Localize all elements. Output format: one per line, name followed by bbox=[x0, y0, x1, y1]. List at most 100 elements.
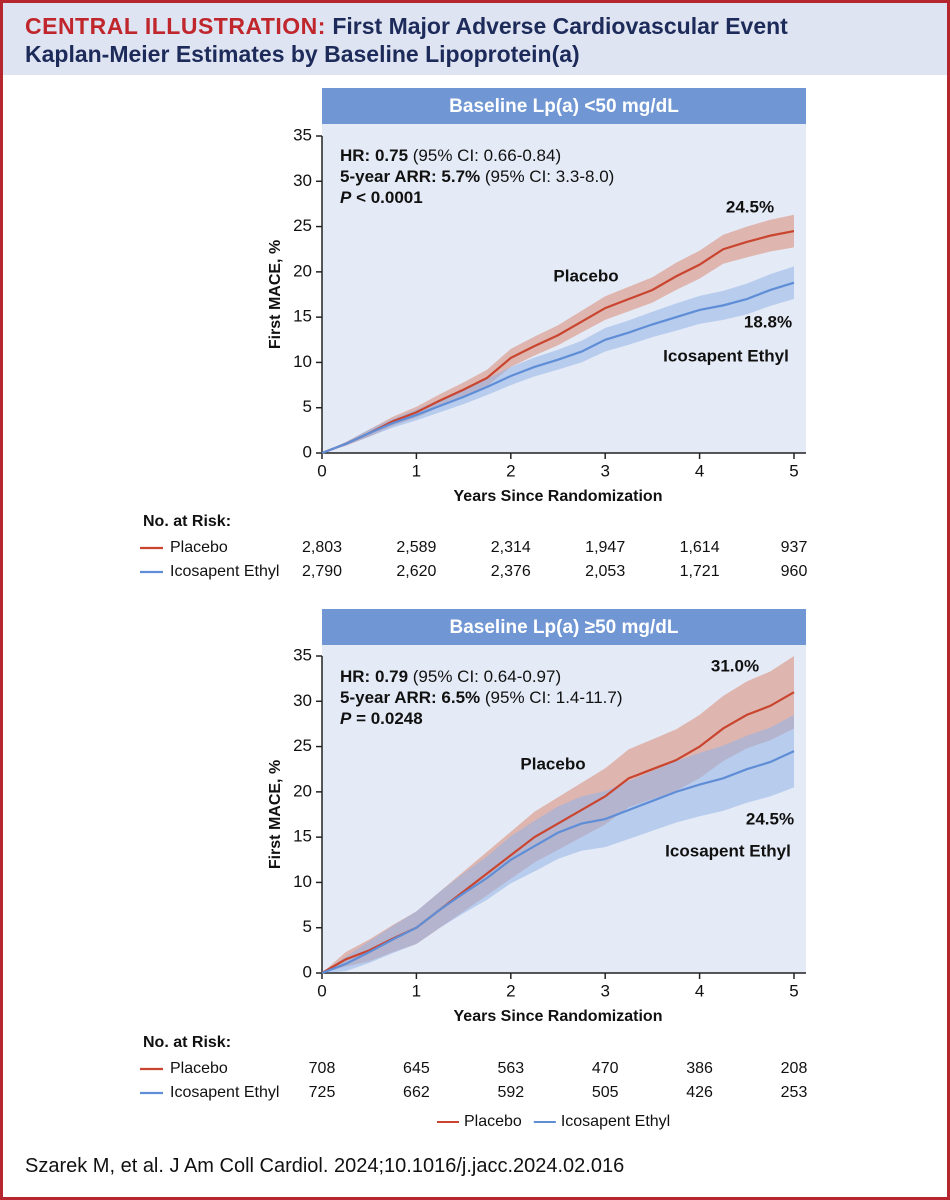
y-tick-label: 15 bbox=[293, 307, 312, 326]
risk-count: 2,053 bbox=[585, 563, 625, 580]
y-tick-label: 0 bbox=[303, 442, 312, 461]
risk-count: 725 bbox=[309, 1084, 336, 1101]
header-label: CENTRAL ILLUSTRATION: bbox=[25, 13, 326, 39]
annotation: HR: 0.79 (95% CI: 0.64-0.97) bbox=[340, 667, 561, 686]
risk-count: 2,376 bbox=[491, 563, 531, 580]
y-tick-label: 5 bbox=[303, 397, 312, 416]
annotation-part: HR: 0.75 bbox=[340, 146, 408, 165]
risk-count: 1,721 bbox=[680, 563, 720, 580]
series-label: Placebo bbox=[520, 754, 585, 773]
annotation-part: P bbox=[340, 709, 352, 728]
risk-row-name: Icosapent Ethyl bbox=[170, 1084, 279, 1101]
risk-count: 592 bbox=[497, 1084, 524, 1101]
y-tick-label: 25 bbox=[293, 216, 312, 235]
annotation-part: P bbox=[340, 188, 352, 207]
panel-title: Baseline Lp(a) ≥50 mg/dL bbox=[450, 617, 679, 638]
y-tick-label: 35 bbox=[293, 645, 312, 664]
annotation: 5-year ARR: 5.7% (95% CI: 3.3-8.0) bbox=[340, 167, 614, 186]
km-line bbox=[321, 281, 795, 455]
legend-label: Icosapent Ethyl bbox=[561, 1113, 670, 1130]
risk-count: 253 bbox=[781, 1084, 808, 1101]
x-tick-label: 2 bbox=[506, 981, 515, 1000]
end-label: 24.5% bbox=[746, 809, 794, 828]
risk-count: 2,790 bbox=[302, 563, 342, 580]
series-label: Icosapent Ethyl bbox=[665, 841, 791, 860]
y-tick-label: 0 bbox=[303, 962, 312, 981]
annotation-part: (95% CI: 3.3-8.0) bbox=[480, 167, 614, 186]
risk-count: 2,803 bbox=[302, 539, 342, 556]
annotation-part: (95% CI: 0.64-0.97) bbox=[408, 667, 561, 686]
risk-count: 2,620 bbox=[396, 563, 436, 580]
x-tick-label: 0 bbox=[317, 461, 326, 480]
risk-count: 937 bbox=[781, 539, 808, 556]
annotation-part: (95% CI: 0.66-0.84) bbox=[408, 146, 561, 165]
x-axis-label: Years Since Randomization bbox=[454, 488, 663, 505]
x-tick-label: 3 bbox=[600, 461, 609, 480]
y-tick-label: 15 bbox=[293, 827, 312, 846]
risk-count: 708 bbox=[309, 1060, 336, 1077]
annotation: 5-year ARR: 6.5% (95% CI: 1.4-11.7) bbox=[340, 688, 623, 707]
risk-row-name: Placebo bbox=[170, 539, 228, 556]
x-tick-label: 0 bbox=[317, 981, 326, 1000]
y-tick-label: 10 bbox=[293, 872, 312, 891]
plot-background bbox=[322, 124, 806, 453]
x-tick-label: 2 bbox=[506, 461, 515, 480]
annotation-part: 5-year ARR: 6.5% bbox=[340, 688, 480, 707]
y-tick-label: 30 bbox=[293, 171, 312, 190]
end-label: 24.5% bbox=[726, 197, 774, 216]
header-title: First Major Adverse Cardiovascular Event bbox=[332, 13, 788, 39]
x-tick-label: 3 bbox=[600, 981, 609, 1000]
panel-title-bar bbox=[322, 609, 806, 645]
y-tick-label: 20 bbox=[293, 781, 312, 800]
x-tick-label: 5 bbox=[789, 981, 798, 1000]
y-tick-label: 25 bbox=[293, 736, 312, 755]
annotation: HR: 0.75 (95% CI: 0.66-0.84) bbox=[340, 146, 561, 165]
confidence-band bbox=[322, 214, 794, 453]
header: CENTRAL ILLUSTRATION: First Major Advers… bbox=[3, 3, 947, 75]
y-axis-label: First MACE, % bbox=[267, 760, 284, 869]
annotation-part: 5-year ARR: 5.7% bbox=[340, 167, 480, 186]
annotation: P < 0.0001 bbox=[340, 188, 423, 207]
risk-count: 505 bbox=[592, 1084, 619, 1101]
end-label: 18.8% bbox=[744, 312, 792, 331]
risk-row-name: Placebo bbox=[170, 1060, 228, 1077]
risk-count: 2,314 bbox=[491, 539, 531, 556]
header-subtitle: Kaplan-Meier Estimates by Baseline Lipop… bbox=[25, 41, 580, 67]
risk-count: 2,589 bbox=[396, 539, 436, 556]
risk-count: 1,947 bbox=[585, 539, 625, 556]
y-tick-label: 10 bbox=[293, 352, 312, 371]
km-line bbox=[321, 750, 795, 975]
header-line: CENTRAL ILLUSTRATION: First Major Advers… bbox=[25, 13, 788, 40]
y-tick-label: 35 bbox=[293, 125, 312, 144]
risk-count: 645 bbox=[403, 1060, 430, 1077]
citation: Szarek M, et al. J Am Coll Cardiol. 2024… bbox=[25, 1155, 625, 1177]
risk-table-label: No. at Risk: bbox=[143, 1034, 231, 1051]
annotation-part: (95% CI: 1.4-11.7) bbox=[480, 688, 622, 707]
risk-table-label: No. at Risk: bbox=[143, 513, 231, 530]
panel-title-bar bbox=[322, 88, 806, 124]
y-tick-label: 30 bbox=[293, 691, 312, 710]
legend-label: Placebo bbox=[464, 1113, 522, 1130]
risk-count: 960 bbox=[781, 563, 808, 580]
risk-count: 208 bbox=[781, 1060, 808, 1077]
risk-row-name: Icosapent Ethyl bbox=[170, 563, 279, 580]
annotation-part: = 0.0248 bbox=[351, 709, 422, 728]
risk-count: 662 bbox=[403, 1084, 430, 1101]
series-label: Placebo bbox=[553, 266, 618, 285]
x-tick-label: 1 bbox=[412, 461, 421, 480]
x-tick-label: 5 bbox=[789, 461, 798, 480]
annotation-part: HR: 0.79 bbox=[340, 667, 408, 686]
annotation: P = 0.0248 bbox=[340, 709, 423, 728]
y-tick-label: 5 bbox=[303, 917, 312, 936]
end-label: 31.0% bbox=[711, 656, 759, 675]
x-tick-label: 1 bbox=[412, 981, 421, 1000]
x-tick-label: 4 bbox=[695, 981, 704, 1000]
risk-count: 1,614 bbox=[680, 539, 720, 556]
y-tick-label: 20 bbox=[293, 261, 312, 280]
x-axis-label: Years Since Randomization bbox=[454, 1008, 663, 1025]
risk-count: 563 bbox=[497, 1060, 524, 1077]
risk-count: 386 bbox=[686, 1060, 713, 1077]
km-line bbox=[321, 230, 795, 455]
risk-count: 470 bbox=[592, 1060, 619, 1077]
